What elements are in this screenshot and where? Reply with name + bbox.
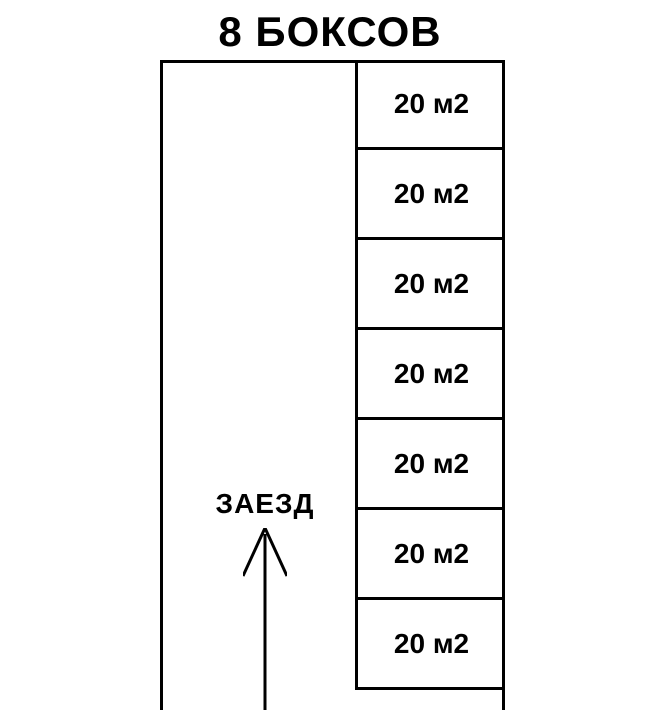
box-cell: 20 м2 bbox=[355, 420, 505, 510]
box-cell-label: 20 м2 bbox=[394, 628, 469, 660]
box-cell: 20 м2 bbox=[355, 150, 505, 240]
box-cell: 20 м2 bbox=[355, 600, 505, 690]
box-cell: 20 м2 bbox=[355, 510, 505, 600]
box-cell: 20 м2 bbox=[355, 240, 505, 330]
box-cell-label: 20 м2 bbox=[394, 358, 469, 390]
box-cell: 20 м2 bbox=[355, 330, 505, 420]
box-cell-label: 20 м2 bbox=[394, 448, 469, 480]
box-cell-label: 20 м2 bbox=[394, 88, 469, 120]
box-cell-label: 20 м2 bbox=[394, 268, 469, 300]
box-cell-label: 20 м2 bbox=[394, 178, 469, 210]
box-cell: 20 м2 bbox=[355, 60, 505, 150]
box-cell-label: 20 м2 bbox=[394, 538, 469, 570]
entry-arrow bbox=[243, 528, 287, 710]
diagram-title: 8 БОКСОВ bbox=[0, 8, 660, 56]
entry-label: ЗАЕЗД bbox=[200, 488, 330, 520]
diagram-canvas: 8 БОКСОВ 20 м2 20 м2 20 м2 20 м2 20 м2 20 м2 2… bbox=[0, 0, 660, 710]
